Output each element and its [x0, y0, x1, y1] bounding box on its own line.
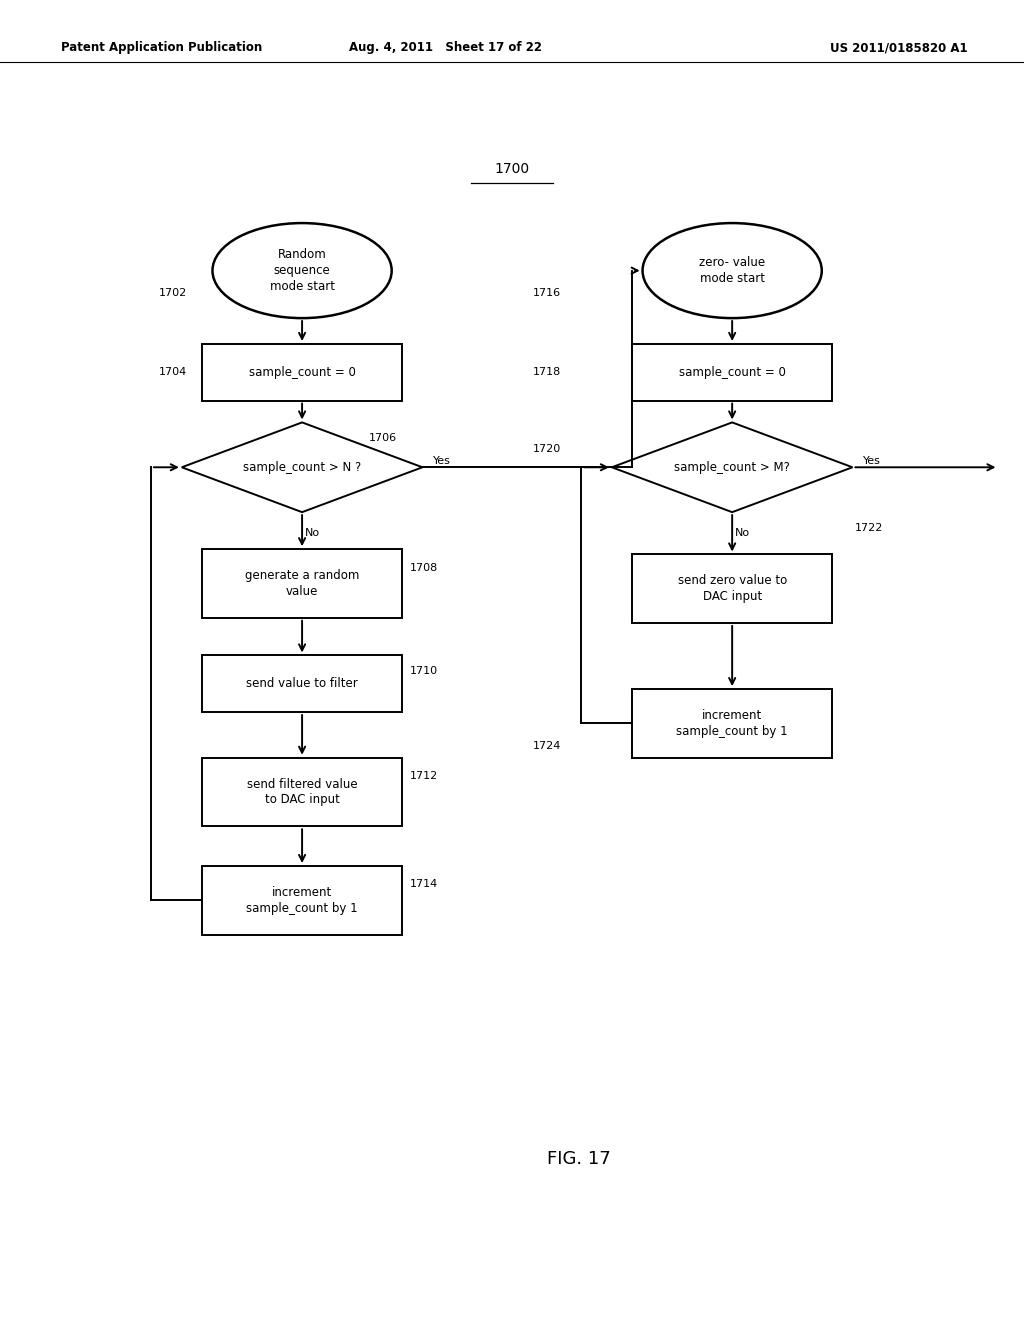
- Text: No: No: [735, 528, 750, 539]
- Text: Yes: Yes: [432, 455, 451, 466]
- Text: No: No: [305, 528, 319, 539]
- Text: 1722: 1722: [855, 523, 884, 533]
- Text: send zero value to
DAC input: send zero value to DAC input: [678, 574, 786, 603]
- Text: send filtered value
to DAC input: send filtered value to DAC input: [247, 777, 357, 807]
- Text: 1716: 1716: [532, 288, 560, 298]
- Text: US 2011/0185820 A1: US 2011/0185820 A1: [830, 41, 968, 54]
- Text: Random
sequence
mode start: Random sequence mode start: [269, 248, 335, 293]
- Text: FIG. 17: FIG. 17: [547, 1150, 610, 1168]
- Text: generate a random
value: generate a random value: [245, 569, 359, 598]
- Text: 1718: 1718: [532, 367, 561, 378]
- Text: increment
sample_count by 1: increment sample_count by 1: [246, 886, 358, 915]
- Text: 1720: 1720: [532, 444, 561, 454]
- Text: sample_count = 0: sample_count = 0: [679, 366, 785, 379]
- Text: 1704: 1704: [159, 367, 187, 378]
- Text: Aug. 4, 2011   Sheet 17 of 22: Aug. 4, 2011 Sheet 17 of 22: [349, 41, 542, 54]
- Text: sample_count > N ?: sample_count > N ?: [243, 461, 361, 474]
- Text: 1706: 1706: [369, 433, 396, 444]
- Text: Patent Application Publication: Patent Application Publication: [61, 41, 263, 54]
- Text: 1708: 1708: [410, 562, 438, 573]
- Text: sample_count > M?: sample_count > M?: [674, 461, 791, 474]
- Text: send value to filter: send value to filter: [246, 677, 358, 690]
- Text: Yes: Yes: [862, 455, 881, 466]
- Text: 1710: 1710: [410, 665, 437, 676]
- Text: 1712: 1712: [410, 771, 438, 781]
- Text: increment
sample_count by 1: increment sample_count by 1: [676, 709, 788, 738]
- Text: 1724: 1724: [532, 741, 561, 751]
- Text: zero- value
mode start: zero- value mode start: [699, 256, 765, 285]
- Text: 1702: 1702: [159, 288, 187, 298]
- Text: 1700: 1700: [495, 162, 529, 176]
- Text: sample_count = 0: sample_count = 0: [249, 366, 355, 379]
- Text: 1714: 1714: [410, 879, 438, 890]
